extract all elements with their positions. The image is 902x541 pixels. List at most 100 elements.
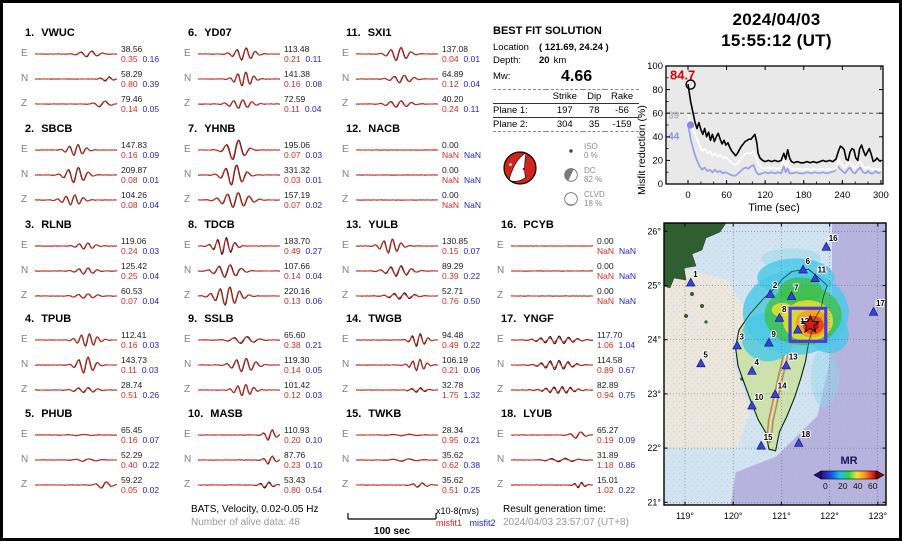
- mr-field-blob: [771, 302, 793, 317]
- component-label: Z: [497, 479, 504, 490]
- amplitude-value: 58.29: [121, 68, 143, 79]
- misfit2-value: 0.05: [142, 103, 160, 114]
- synthetic-waveform: [34, 50, 118, 57]
- waveform-trace: [355, 332, 439, 347]
- station-triangle: [821, 241, 832, 251]
- svg-text:80: 80: [652, 85, 663, 96]
- misfit1-value: 0.51: [121, 389, 138, 400]
- waveform-trace: [355, 291, 439, 300]
- amplitude-value: 82.89: [597, 379, 619, 390]
- misfit1-value: 0.07: [284, 199, 301, 210]
- synthetic-waveform: [197, 482, 281, 487]
- synthetic-waveform: [197, 264, 281, 277]
- strike-header: Strike: [546, 89, 584, 104]
- station-code: TWKB: [368, 408, 402, 420]
- misfit2-value: 0.21: [463, 434, 481, 445]
- amplitude-value: 72.59: [284, 93, 306, 104]
- amplitude-value: 130.85: [442, 235, 468, 246]
- station-code: TPUB: [41, 313, 72, 325]
- synthetic-waveform: [355, 458, 439, 461]
- misfit1-value: 0.49: [284, 245, 301, 256]
- station-code: YULB: [368, 219, 399, 231]
- waveform-trace: [197, 263, 281, 278]
- station-triangle: [696, 358, 706, 368]
- amplitude-value: 65.45: [121, 424, 143, 435]
- trace-values: 59.22 0.05 0.02: [121, 475, 159, 495]
- misfit-values: 0.04 0.01: [442, 54, 480, 64]
- trace-values: 0.00 NaN NaN: [597, 236, 636, 256]
- component-row: N 87.76 0.23 0.10: [182, 447, 334, 472]
- station-header: 18. LYUB: [501, 408, 647, 421]
- trace-values: 72.59 0.11 0.04: [284, 94, 321, 114]
- waveform-trace: [34, 75, 118, 82]
- plane2-rake: -159: [605, 117, 639, 132]
- svg-text:60: 60: [652, 108, 663, 119]
- misfit1-value: 0.21: [442, 364, 459, 375]
- svg-text:120: 120: [757, 190, 773, 201]
- amplitude-value: 65.27: [597, 424, 619, 435]
- svg-text:180: 180: [796, 190, 812, 201]
- misfit-black-curve: [687, 83, 882, 164]
- component-row: Z 104.26 0.08 0.04: [19, 187, 171, 212]
- synthetic-waveform: [34, 333, 118, 346]
- component-label: E: [21, 334, 28, 345]
- component-label: Z: [342, 290, 349, 301]
- misfit2-value: 0.22: [142, 459, 160, 470]
- component-row: N 58.29 0.80 0.39: [19, 66, 171, 91]
- event-time: 15:55:12 (UT): [721, 31, 832, 50]
- trace-values: 28.74 0.51 0.26: [121, 380, 159, 400]
- component-row: Z 53.43 0.80 0.54: [182, 472, 334, 497]
- trace-values: 117.70 1.06 1.04: [597, 330, 635, 350]
- plane2-row: Plane 2: 304 35 -159: [493, 117, 639, 132]
- misfit1-value: 0.07: [121, 295, 138, 306]
- units-legend: x10-8(m/s) misfit1 misfit2: [436, 505, 496, 529]
- misfit2-value: 0.08: [305, 78, 323, 89]
- trace-values: 89.29 0.39 0.22: [442, 261, 480, 281]
- misfit1-value: 0.51: [442, 484, 459, 495]
- trace-values: 52.29 0.40 0.22: [121, 450, 159, 470]
- station-triangle: [798, 264, 808, 274]
- nodal-plane-header-row: Strike Dip Rake: [493, 89, 639, 104]
- component-row: E 110.93 0.20 0.10: [182, 422, 334, 447]
- synthetic-waveform: [34, 194, 118, 205]
- station-number: 1.: [25, 27, 35, 39]
- amplitude-value: 137.08: [442, 43, 468, 54]
- component-label: N: [21, 359, 29, 370]
- misfit2-value: 0.01: [142, 174, 160, 185]
- nodal-plane-table: Strike Dip Rake Plane 1: 197 78 -56 Plan…: [493, 89, 639, 132]
- misfit1-value: 0.38: [284, 339, 301, 350]
- plane2-strike: 304: [546, 117, 584, 132]
- station-triangle: [793, 437, 804, 447]
- misfit2-legend: misfit2: [469, 518, 496, 528]
- trace-values: 0.00 NaN NaN: [442, 190, 481, 210]
- waveform-trace: [356, 46, 439, 61]
- station-triangle: [747, 365, 757, 375]
- synthetic-waveform: [197, 238, 281, 253]
- station-triangle: [747, 400, 757, 410]
- misfit-y-axis-label: Misfit reduction (%): [636, 105, 648, 195]
- waveform-trace: [510, 481, 594, 488]
- station-number: 15.: [346, 408, 362, 420]
- synthetic-waveform: [197, 357, 281, 372]
- clvd-beachball-icon: [564, 192, 578, 206]
- trace-values: 0.00 NaN NaN: [442, 140, 481, 160]
- station-header: 8. TDCB: [188, 219, 334, 232]
- colorbar-tick-label: 20: [838, 481, 848, 491]
- trace-values: 28.34 0.95 0.21: [442, 425, 480, 445]
- amplitude-value: 112.41: [121, 329, 147, 340]
- amplitude-value: 0.00: [597, 235, 614, 246]
- misfit1-value: 0.21: [284, 53, 301, 64]
- component-row: E 38.56 0.35 0.16: [19, 41, 171, 66]
- trace-values: 141.38 0.16 0.08: [284, 69, 322, 89]
- trace-values: 65.60 0.38 0.21: [284, 330, 322, 350]
- component-label: Z: [21, 384, 28, 395]
- misfit2-value: 0.04: [142, 199, 160, 210]
- result-generation: Result generation time: 2024/04/03 23:57…: [503, 504, 629, 529]
- component-row: Z 52.71 0.76 0.50: [340, 283, 492, 308]
- misfit2-value: NaN: [619, 270, 637, 281]
- mw-row: Mw: 4.66: [493, 67, 643, 86]
- amplitude-value: 220.16: [284, 285, 310, 296]
- component-label: E: [21, 144, 28, 155]
- misfit-values: 1.18 0.86: [597, 460, 635, 470]
- station-header: 5. PHUB: [25, 408, 171, 421]
